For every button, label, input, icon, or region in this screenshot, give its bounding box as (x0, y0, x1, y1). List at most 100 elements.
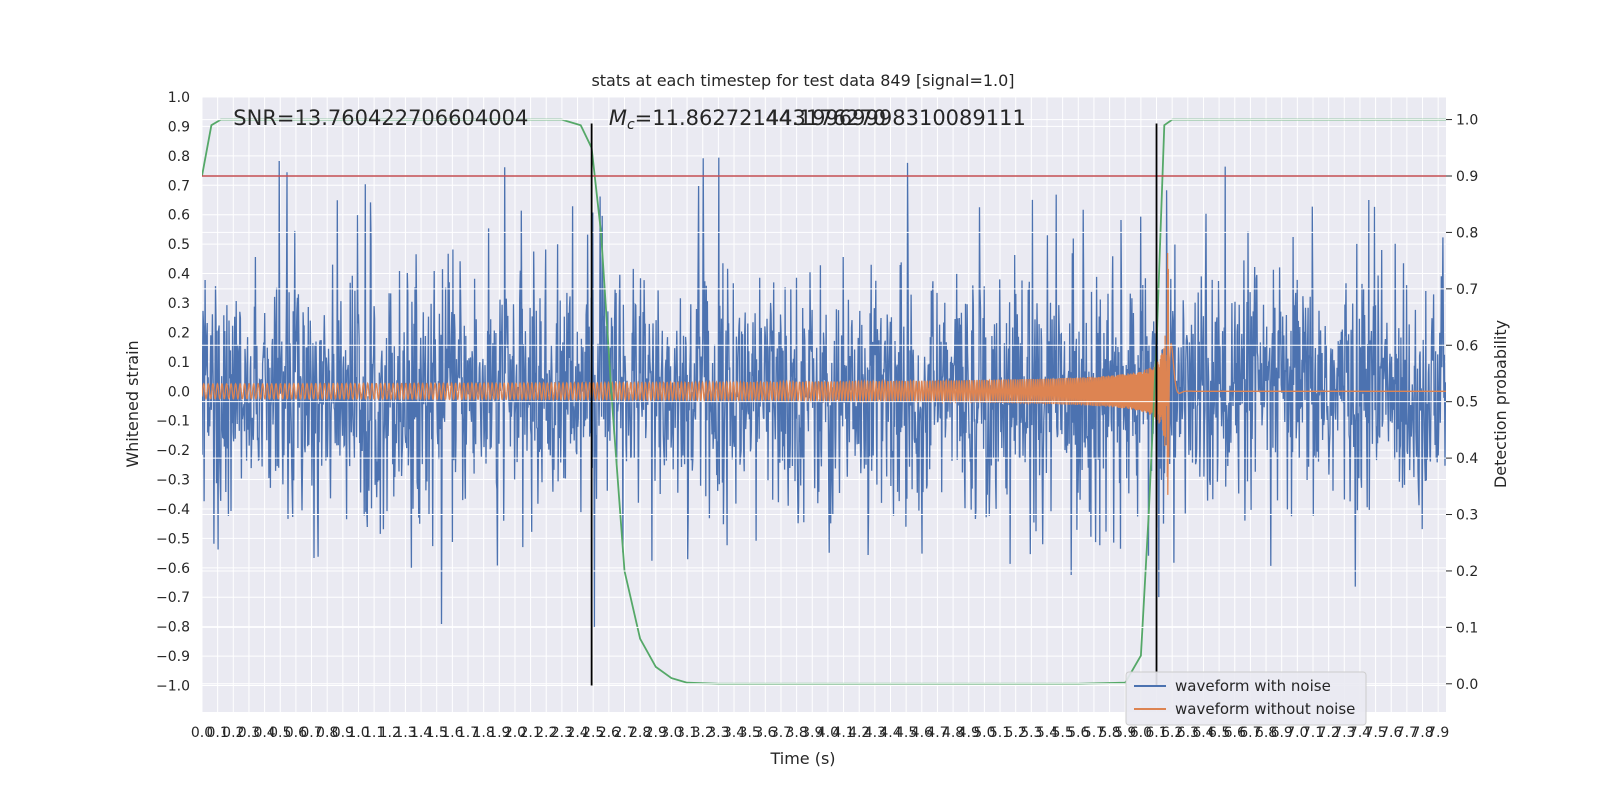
y-tick-label-left: −0.7 (156, 590, 190, 606)
y-tick-label-left: −0.4 (156, 502, 190, 518)
x-tick-label: 3.4 (723, 725, 745, 741)
x-tick-label: 4.5 (895, 725, 917, 741)
x-axis-ticks: 0.00.10.20.30.40.50.60.70.80.91.01.11.21… (191, 725, 1449, 741)
x-tick-label: 2.8 (629, 725, 651, 741)
y-tick-label-right: 0.4 (1456, 451, 1478, 467)
x-tick-label: 0.7 (300, 725, 322, 741)
y-tick-label-left: 0.0 (168, 384, 190, 400)
x-tick-label: 6.1 (1145, 725, 1167, 741)
x-tick-label: 4.2 (848, 725, 870, 741)
x-tick-label: 5.1 (989, 725, 1011, 741)
x-tick-label: 1.9 (488, 725, 510, 741)
x-tick-label: 7.8 (1411, 725, 1433, 741)
y-tick-label-left: −0.9 (156, 649, 190, 665)
x-tick-label: 0.2 (222, 725, 244, 741)
y-tick-label-left: 0.6 (168, 208, 190, 224)
y-tick-label-left: 0.1 (168, 355, 190, 371)
x-tick-label: 6.3 (1177, 725, 1199, 741)
annotation-snr: SNR=13.760422706604004 (233, 106, 528, 130)
legend-box (1125, 671, 1367, 726)
x-tick-label: 5.2 (1005, 725, 1027, 741)
x-tick-label: 2.1 (519, 725, 541, 741)
x-tick-label: 2.6 (598, 725, 620, 741)
y-axis-right-ticks: 1.0 0.9 0.8 0.7 0.6 0.5 0.4 0.3 0.2 0.1 0.0 (1446, 113, 1478, 693)
x-tick-label: 6.7 (1239, 725, 1261, 741)
x-tick-label: 4.4 (879, 725, 901, 741)
x-tick-label: 6.9 (1271, 725, 1293, 741)
y-tick-label-left: 0.2 (168, 325, 190, 341)
x-tick-label: 0.3 (238, 725, 260, 741)
y-tick-label-right: 0.9 (1456, 169, 1478, 185)
x-tick-label: 7.5 (1364, 725, 1386, 741)
y-tick-label-left: 1.0 (168, 90, 190, 106)
x-tick-label: 3.1 (676, 725, 698, 741)
x-tick-label: 5.5 (1051, 725, 1073, 741)
y-tick-label-left: 0.5 (168, 237, 190, 253)
y-tick-label-right: 0.3 (1456, 508, 1478, 524)
x-tick-label: 7.0 (1286, 725, 1308, 741)
y-tick-label-right: 0.0 (1456, 677, 1478, 693)
x-tick-label: 1.7 (457, 725, 479, 741)
x-tick-label: 0.6 (285, 725, 307, 741)
x-tick-label: 0.5 (269, 725, 291, 741)
x-tick-label: 0.4 (253, 725, 275, 741)
x-tick-label: 5.0 (973, 725, 995, 741)
x-tick-label: 4.3 (864, 725, 886, 741)
y-tick-label-left: −0.8 (156, 620, 190, 636)
x-tick-label: 2.7 (613, 725, 635, 741)
x-tick-label: 7.1 (1302, 725, 1324, 741)
x-tick-label: 7.4 (1349, 725, 1371, 741)
y-tick-label-right: 0.2 (1456, 564, 1478, 580)
y-axis-label-left: Whitened strain (123, 340, 142, 467)
x-tick-label: 7.2 (1318, 725, 1340, 741)
annotations: SNR=13.760422706604004 Mc=11.862721443176… (233, 106, 1026, 133)
x-tick-label: 1.4 (410, 725, 432, 741)
detection-probability-line (202, 118, 1446, 685)
x-tick-label: 0.1 (207, 725, 229, 741)
x-tick-label: 5.4 (1036, 725, 1058, 741)
x-tick-label: 5.6 (1067, 725, 1089, 741)
x-tick-label: 6.0 (1130, 725, 1152, 741)
waveform-without-noise-line (202, 252, 1446, 495)
x-tick-label: 7.7 (1396, 725, 1418, 741)
series-waveform-without-noise (202, 252, 1446, 495)
x-tick-label: 1.1 (363, 725, 385, 741)
x-tick-label: 0.9 (332, 725, 354, 741)
x-tick-label: 7.3 (1333, 725, 1355, 741)
y-tick-label-left: −0.6 (156, 561, 190, 577)
y-tick-label-right: 0.8 (1456, 225, 1478, 241)
y-tick-label-left: −0.5 (156, 531, 190, 547)
x-tick-label: 5.7 (1083, 725, 1105, 741)
x-tick-label: 1.5 (426, 725, 448, 741)
y-axis-left-ticks: 1.0 0.9 0.8 0.7 0.6 0.5 0.4 0.3 0.2 0.1 0.0 −0.1 −0.… (156, 90, 190, 695)
x-tick-label: 2.9 (645, 725, 667, 741)
y-tick-label-right: 0.1 (1456, 620, 1478, 636)
y-tick-label-left: −0.3 (156, 473, 190, 489)
x-tick-label: 3.8 (785, 725, 807, 741)
chart-title: stats at each timestep for test data 849… (591, 71, 1014, 90)
y-tick-label-left: 0.8 (168, 149, 190, 165)
x-tick-label: 3.6 (754, 725, 776, 741)
y-tick-label-left: 0.4 (168, 267, 190, 283)
y-tick-label-right: 1.0 (1456, 113, 1478, 129)
y-tick-label-left: 0.7 (168, 178, 190, 194)
annotation-overlap: 44.19969998310089111 (765, 106, 1026, 130)
x-tick-label: 1.0 (347, 725, 369, 741)
x-tick-label: 6.4 (1192, 725, 1214, 741)
x-tick-label: 5.8 (1098, 725, 1120, 741)
x-tick-label: 7.9 (1427, 725, 1449, 741)
y-tick-label-right: 0.7 (1456, 282, 1478, 298)
annotation-chirp-mass: Mc=11.862721443176270 (609, 106, 886, 133)
x-tick-label: 3.5 (739, 725, 761, 741)
x-tick-label: 0.8 (316, 725, 338, 741)
x-tick-label: 2.0 (504, 725, 526, 741)
y-tick-label-left: −0.1 (156, 414, 190, 430)
x-tick-label: 1.8 (473, 725, 495, 741)
x-tick-label: 4.9 (958, 725, 980, 741)
x-tick-label: 5.9 (1114, 725, 1136, 741)
x-axis-label: Time (s) (769, 749, 835, 768)
x-tick-label: 4.1 (832, 725, 854, 741)
x-tick-label: 3.0 (660, 725, 682, 741)
x-tick-label: 5.3 (1020, 725, 1042, 741)
x-tick-label: 1.2 (379, 725, 401, 741)
